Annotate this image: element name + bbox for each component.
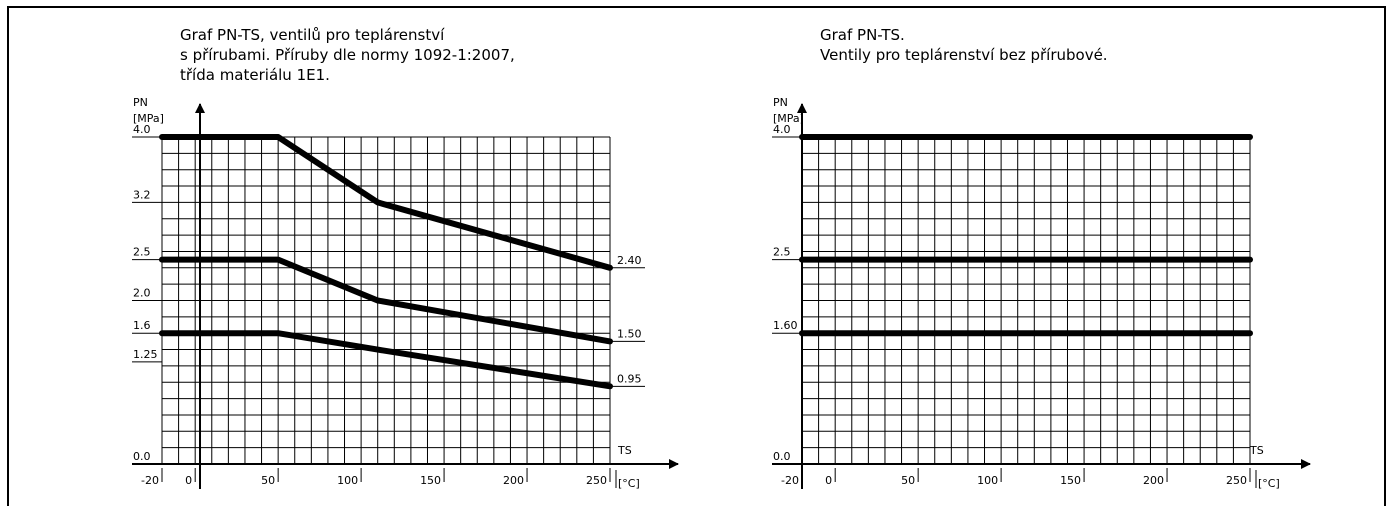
- x-tick-label: -20: [141, 474, 159, 487]
- x-tick-label: 100: [977, 474, 998, 487]
- y-tick-label: 0.0: [133, 450, 151, 463]
- y-tick-label: 1.60: [773, 319, 798, 332]
- x-tick-label: 250: [1226, 474, 1247, 487]
- y-axis-unit: [MPa]: [773, 112, 804, 125]
- x-axis-label: TS: [1249, 444, 1264, 457]
- x-tick-label: 50: [901, 474, 915, 487]
- x-axis-label: TS: [617, 444, 632, 457]
- y-tick-label: 0.0: [773, 450, 791, 463]
- figure-frame: [7, 6, 1386, 506]
- chart-1: 0.0 1.60 2.5 4.0 -20 0 50 100 150 200 250 PN [MPa] TS…: [772, 96, 1311, 490]
- y-tick-label: 2.5: [773, 246, 791, 259]
- x-axis-unit: [°C]: [618, 477, 640, 490]
- x-tick-label: 200: [503, 474, 524, 487]
- y-tick-label: 4.0: [773, 123, 791, 136]
- x-tick-label: 200: [1143, 474, 1164, 487]
- x-tick-label: 0: [185, 474, 192, 487]
- y-tick-label: 1.25: [133, 348, 158, 361]
- chart-0: 0.0 1.25 1.6 2.0 2.5 3.2 4.0 -20 0 50 100 150 200 250…: [132, 96, 679, 490]
- series-end-label: 0.95: [617, 372, 642, 385]
- chart-title-left: Graf PN-TS, ventilů pro teplárenství s p…: [180, 26, 515, 84]
- y-axis-label: PN: [773, 96, 788, 109]
- x-tick-label: -20: [781, 474, 799, 487]
- series-line-2: [159, 330, 613, 390]
- x-tick-label: 250: [586, 474, 607, 487]
- series-end-label: 2.40: [617, 254, 642, 267]
- grid: [801, 136, 1251, 465]
- y-tick-label: 3.2: [133, 188, 151, 201]
- x-tick-label: 50: [261, 474, 275, 487]
- x-tick-label: 100: [337, 474, 358, 487]
- y-axis-unit: [MPa]: [133, 112, 164, 125]
- x-tick-label: 0: [825, 474, 832, 487]
- chart-title-right: Graf PN-TS. Ventily pro teplárenství bez…: [820, 26, 1108, 64]
- y-tick-label: 2.0: [133, 287, 151, 300]
- x-tick-label: 150: [420, 474, 441, 487]
- y-axis-label: PN: [133, 96, 148, 109]
- y-tick-label: 2.5: [133, 246, 151, 259]
- series-line-0: [159, 134, 613, 271]
- y-tick-label: 1.6: [133, 319, 151, 332]
- series-end-label: 1.50: [617, 327, 642, 340]
- x-tick-label: 150: [1060, 474, 1081, 487]
- x-axis-unit: [°C]: [1258, 477, 1280, 490]
- series-line-1: [159, 256, 613, 345]
- y-tick-label: 4.0: [133, 123, 151, 136]
